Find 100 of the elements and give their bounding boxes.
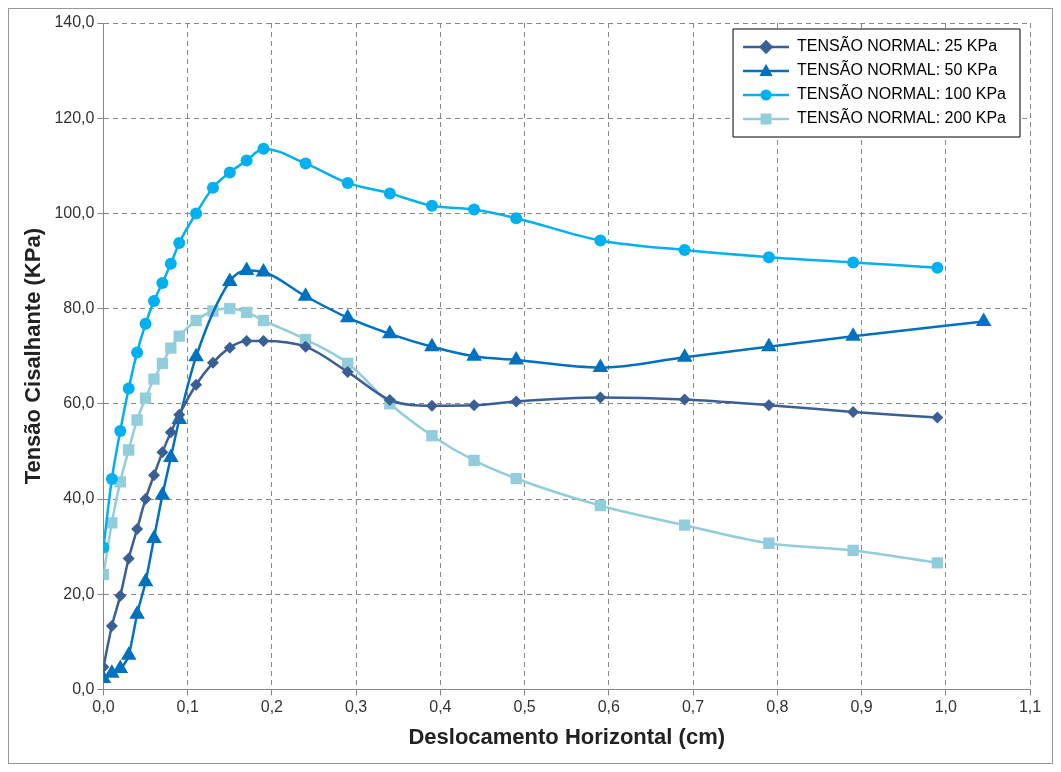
x-tick-label: 0,5: [513, 698, 536, 716]
x-tick-label: 0,3: [345, 698, 368, 716]
point: [297, 287, 314, 301]
point: [223, 166, 236, 179]
point: [173, 330, 185, 342]
point: [147, 469, 160, 482]
point: [156, 446, 169, 459]
x-tick-label: 0,6: [597, 698, 621, 716]
point: [845, 327, 861, 341]
y-tick-label: 100,0: [54, 203, 95, 221]
point: [257, 334, 270, 347]
point: [131, 346, 144, 359]
point: [105, 620, 118, 633]
point: [139, 493, 152, 505]
x-tick-label: 1,0: [934, 698, 957, 716]
point: [240, 154, 253, 167]
point: [468, 203, 481, 216]
point: [131, 414, 143, 426]
point: [508, 351, 524, 365]
point: [468, 399, 481, 412]
point: [238, 261, 255, 276]
point: [299, 157, 312, 170]
point: [763, 537, 775, 549]
point: [847, 544, 859, 557]
point: [114, 424, 127, 437]
point: [678, 519, 691, 531]
point: [931, 411, 944, 424]
point: [173, 236, 186, 249]
point: [129, 605, 145, 619]
point: [223, 341, 236, 354]
point: [190, 207, 203, 220]
point: [206, 356, 219, 369]
point: [762, 399, 775, 412]
point: [104, 664, 120, 678]
point: [299, 340, 312, 353]
x-tick-label: 0,1: [176, 698, 199, 716]
point: [425, 399, 438, 412]
point: [148, 373, 160, 385]
point: [676, 348, 693, 362]
y-tick-label: 20,0: [63, 584, 95, 602]
point: [339, 308, 356, 323]
point: [114, 589, 127, 602]
point: [131, 522, 144, 535]
point: [341, 176, 354, 189]
point: [122, 552, 135, 565]
point: [510, 212, 523, 225]
point: [761, 337, 777, 352]
point: [762, 251, 775, 264]
point: [594, 391, 607, 404]
y-axis-title: Tensão Cisalhante (KPa): [20, 228, 46, 485]
point: [468, 454, 480, 467]
point: [383, 187, 396, 200]
y-tick-label: 120,0: [54, 108, 95, 126]
point: [424, 337, 440, 352]
x-tick-label: 0,7: [681, 698, 705, 716]
point: [120, 646, 137, 660]
point: [112, 659, 129, 673]
x-tick-label: 0,4: [429, 698, 452, 716]
point: [257, 314, 270, 327]
point: [188, 347, 204, 362]
point: [931, 261, 944, 274]
legend-label: TENSÃO NORMAL: 100 KPa: [797, 83, 1007, 103]
point: [164, 257, 177, 270]
point: [190, 314, 202, 327]
point: [224, 302, 236, 315]
point: [139, 392, 152, 404]
point: [165, 342, 177, 354]
point: [105, 473, 118, 486]
x-tick-label: 0,8: [766, 698, 789, 716]
y-tick-label: 0,0: [72, 679, 95, 697]
point: [382, 324, 398, 339]
point: [383, 393, 396, 406]
point: [163, 448, 179, 463]
point: [137, 572, 154, 587]
point: [156, 276, 169, 289]
point: [122, 382, 135, 395]
y-tick-label: 40,0: [63, 489, 95, 507]
point: [123, 444, 135, 456]
point: [847, 256, 860, 269]
x-tick-label: 0,2: [260, 698, 284, 716]
point: [931, 557, 943, 569]
point: [190, 378, 203, 391]
point: [592, 358, 609, 373]
point: [147, 294, 160, 307]
y-tick-label: 60,0: [63, 394, 95, 412]
point: [164, 426, 177, 439]
point: [146, 529, 162, 544]
point: [466, 347, 482, 361]
point: [594, 500, 607, 512]
legend-label: TENSÃO NORMAL: 200 KPa: [797, 107, 1007, 127]
legend-label: TENSÃO NORMAL: 25 KPa: [797, 35, 998, 55]
point: [257, 142, 270, 155]
point: [426, 430, 438, 442]
point: [425, 199, 438, 212]
point: [341, 365, 354, 378]
x-axis-title: Deslocamento Horizontal (cm): [408, 723, 726, 749]
legend-label: TENSÃO NORMAL: 50 KPa: [797, 59, 998, 79]
y-tick-label: 140,0: [54, 13, 95, 31]
point: [678, 393, 691, 406]
point: [156, 357, 169, 369]
